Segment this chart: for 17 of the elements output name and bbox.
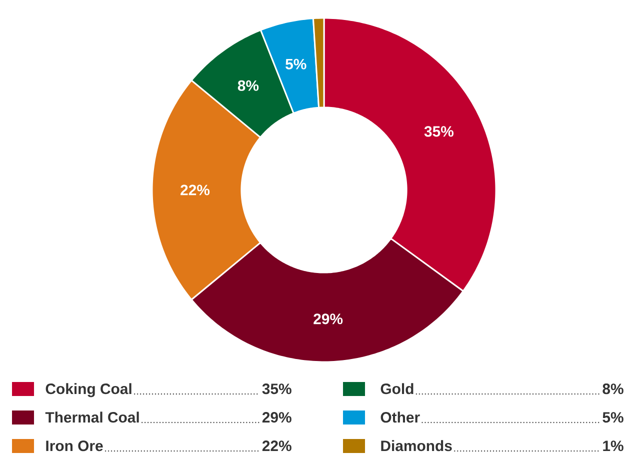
legend-label: Gold	[380, 383, 414, 394]
text: 29%	[262, 412, 292, 423]
data-label: 8%	[238, 80, 259, 91]
data-label: 29%	[314, 314, 343, 324]
legend-label: Other	[380, 412, 420, 423]
data-label: 22%	[180, 184, 210, 196]
text: 35%	[262, 384, 292, 394]
text: 22%	[262, 440, 292, 452]
data-label: 1%	[603, 440, 624, 452]
legend-label: Iron Ore	[46, 440, 103, 452]
data-label: 5%	[286, 58, 306, 70]
legend-label: Diamonds	[381, 440, 452, 452]
legend-label: Thermal Coal	[45, 412, 139, 423]
text: 8%	[602, 384, 624, 394]
text: 5%	[602, 412, 624, 423]
data-label: 35%	[424, 126, 454, 137]
legend-label: Coking Coal	[46, 383, 132, 398]
